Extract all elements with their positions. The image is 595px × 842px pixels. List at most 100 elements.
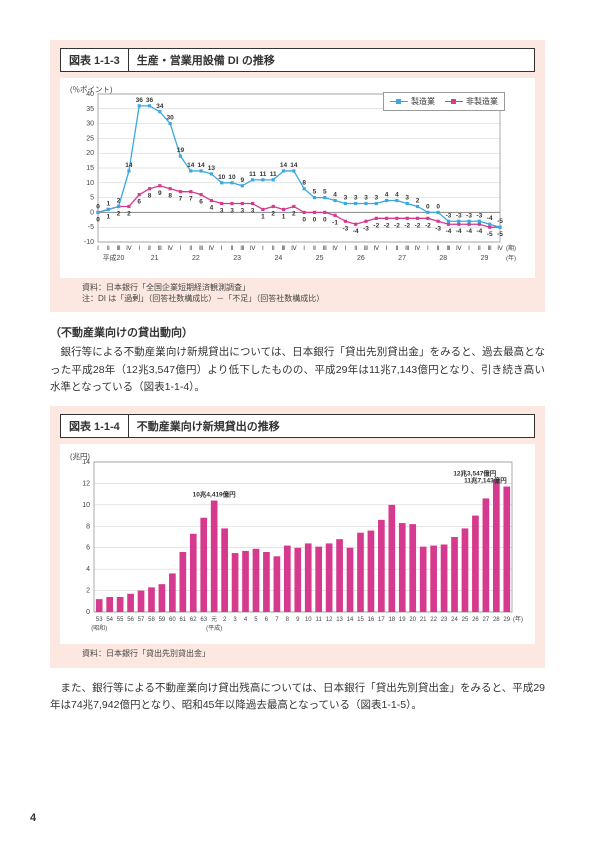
svg-text:11: 11 [249,171,256,178]
figure-title-bar: 図表 1-1-4 不動産業向け新規貸出の推移 [60,414,535,438]
svg-text:Ⅲ: Ⅲ [405,246,409,252]
svg-text:27: 27 [398,255,406,262]
svg-text:22: 22 [430,617,437,623]
svg-text:3: 3 [220,208,224,215]
svg-text:Ⅰ: Ⅰ [221,246,223,252]
svg-text:-2: -2 [384,222,390,229]
svg-text:26: 26 [357,255,365,262]
svg-text:5: 5 [323,189,327,196]
svg-text:Ⅳ: Ⅳ [209,246,215,252]
figure-source: 資料：日本銀行「全国企業短期経済観測調査」 注：DI は「過剰」（回答社数構成比… [60,282,535,304]
chart-legend: 製造業 非製造業 [383,92,505,111]
svg-text:0: 0 [96,216,100,223]
svg-text:10: 10 [86,180,94,187]
svg-text:Ⅲ: Ⅲ [364,246,368,252]
svg-text:-2: -2 [425,222,431,229]
svg-text:-5: -5 [497,231,503,238]
svg-text:15: 15 [86,165,94,172]
svg-text:11: 11 [270,171,277,178]
figure-title: 生産・営業用設備 DI の推移 [129,49,283,71]
svg-text:Ⅳ: Ⅳ [291,246,297,252]
figure-title: 不動産業向け新規貸出の推移 [129,415,288,437]
svg-text:16: 16 [368,617,375,623]
svg-text:Ⅳ: Ⅳ [497,246,503,252]
svg-text:14: 14 [280,162,288,169]
svg-text:54: 54 [106,617,113,623]
svg-text:8: 8 [168,193,172,200]
svg-text:7: 7 [179,196,183,203]
svg-text:62: 62 [190,617,197,623]
svg-text:30: 30 [86,121,94,128]
svg-text:3: 3 [233,617,237,623]
svg-text:Ⅱ: Ⅱ [107,246,110,252]
svg-text:-5: -5 [497,218,503,225]
section-heading: （不動産業向けの貸出動向） [50,324,545,340]
svg-text:17: 17 [378,617,385,623]
svg-text:-4: -4 [476,228,482,235]
svg-text:25: 25 [316,255,324,262]
svg-text:53: 53 [96,617,103,623]
svg-text:0: 0 [436,203,440,210]
svg-text:3: 3 [405,195,409,202]
svg-text:-2: -2 [373,222,379,229]
svg-text:4: 4 [385,192,389,199]
svg-text:5: 5 [313,189,317,196]
svg-text:6: 6 [86,545,90,552]
svg-text:14: 14 [290,162,298,169]
svg-text:11: 11 [259,171,266,178]
svg-text:Ⅲ: Ⅲ [158,246,162,252]
svg-text:56: 56 [127,617,134,623]
svg-text:8: 8 [86,524,90,531]
svg-text:36: 36 [136,97,144,104]
svg-text:23: 23 [441,617,448,623]
svg-text:-3: -3 [456,212,462,219]
svg-text:-2: -2 [394,222,400,229]
svg-text:-4: -4 [487,215,493,222]
svg-text:5: 5 [90,195,94,202]
bar-chart-svg: (兆円)0246810121410兆4,419億円12兆3,547億円11兆7,… [64,448,524,640]
svg-text:11: 11 [316,617,323,623]
svg-text:Ⅰ: Ⅰ [468,246,470,252]
svg-text:4: 4 [244,617,248,623]
svg-text:25: 25 [462,617,469,623]
svg-text:Ⅱ: Ⅱ [272,246,275,252]
svg-text:25: 25 [86,135,94,142]
svg-text:55: 55 [117,617,124,623]
svg-text:40: 40 [86,91,94,98]
body-paragraph: また、銀行等による不動産業向け貸出残高については、日本銀行「貸出先別貸出金」をみ… [50,680,545,715]
svg-text:Ⅲ: Ⅲ [117,246,121,252]
svg-text:10: 10 [305,617,312,623]
svg-text:14: 14 [187,162,195,169]
svg-text:3: 3 [251,208,255,215]
svg-text:1: 1 [106,213,110,220]
svg-text:-3: -3 [476,212,482,219]
svg-text:-4: -4 [446,228,452,235]
svg-text:26: 26 [472,617,479,623]
svg-text:3: 3 [230,208,234,215]
svg-text:-1: -1 [332,219,338,226]
svg-text:12兆3,547億円: 12兆3,547億円 [453,469,496,478]
svg-text:Ⅲ: Ⅲ [199,246,203,252]
svg-text:-5: -5 [88,224,94,231]
svg-text:2: 2 [223,617,227,623]
svg-text:12: 12 [326,617,333,623]
svg-text:1: 1 [282,213,286,220]
svg-text:-2: -2 [415,222,421,229]
svg-text:58: 58 [148,617,155,623]
svg-text:36: 36 [146,97,154,104]
svg-text:Ⅲ: Ⅲ [281,246,285,252]
svg-text:0: 0 [96,203,100,210]
svg-text:30: 30 [167,115,175,122]
page-number: 4 [30,812,36,824]
svg-text:14: 14 [125,162,133,169]
svg-text:-3: -3 [466,212,472,219]
svg-text:-10: -10 [84,239,94,246]
svg-text:20: 20 [409,617,416,623]
svg-text:(平成): (平成) [206,624,222,632]
svg-text:0: 0 [90,209,94,216]
svg-text:3: 3 [240,208,244,215]
legend-label-2: 非製造業 [466,96,498,107]
svg-text:2: 2 [117,210,121,217]
svg-text:13: 13 [208,165,216,172]
svg-text:0: 0 [86,609,90,616]
